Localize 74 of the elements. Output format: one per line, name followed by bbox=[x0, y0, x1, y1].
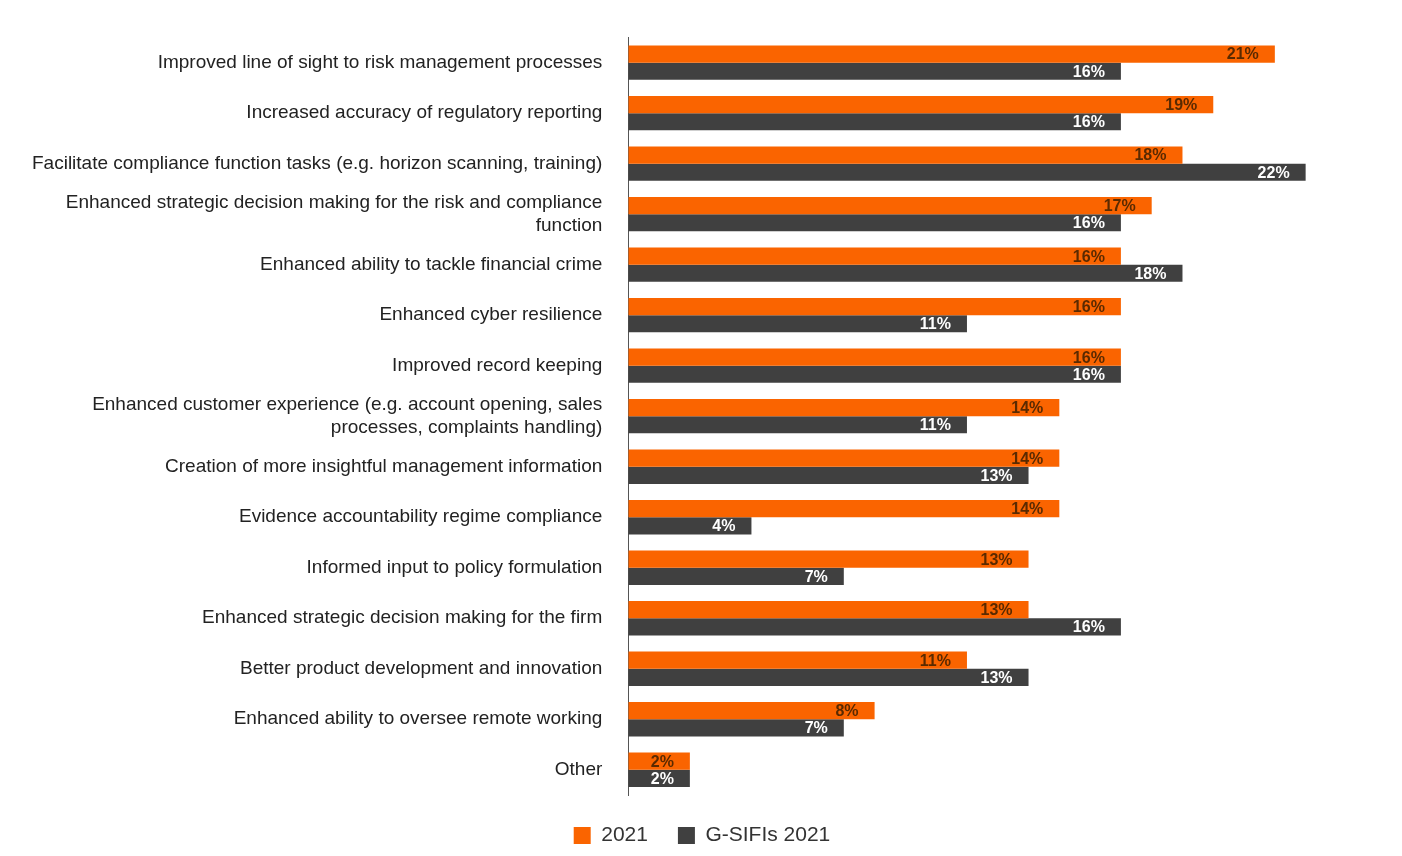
data-label: 16% bbox=[1072, 365, 1105, 383]
bar bbox=[628, 601, 1029, 619]
y-tick-label: Improved line of sight to risk management processes bbox=[157, 50, 603, 72]
data-label: 11% bbox=[919, 416, 951, 434]
bar bbox=[628, 247, 1121, 265]
bar bbox=[628, 197, 1152, 215]
bar bbox=[628, 466, 1029, 484]
bar bbox=[628, 298, 1121, 316]
bar bbox=[628, 163, 1306, 181]
bar bbox=[628, 416, 967, 434]
bar bbox=[628, 668, 1029, 686]
bar bbox=[628, 214, 1121, 232]
bar bbox=[628, 567, 844, 585]
bar bbox=[628, 550, 1029, 568]
y-tick-label: Enhanced strategic decision making for the risk and compliance function bbox=[65, 191, 603, 235]
data-label: 11% bbox=[919, 315, 951, 333]
data-label: 13% bbox=[980, 601, 1013, 619]
data-label: 16% bbox=[1072, 214, 1105, 232]
data-label: 16% bbox=[1072, 618, 1105, 636]
data-label: 18% bbox=[1134, 146, 1167, 164]
y-tick-label: Enhanced strategic decision making for the firm bbox=[202, 606, 603, 628]
bar bbox=[628, 500, 1060, 518]
data-label: 11% bbox=[919, 651, 951, 669]
data-label: 13% bbox=[980, 466, 1013, 484]
y-tick-label: Enhanced ability to oversee remote working bbox=[233, 707, 603, 729]
data-label: 16% bbox=[1072, 348, 1105, 366]
data-label: 21% bbox=[1226, 45, 1259, 63]
bar bbox=[628, 113, 1121, 131]
data-label: 7% bbox=[804, 567, 828, 585]
data-label: 2% bbox=[650, 752, 674, 770]
bar bbox=[628, 315, 967, 333]
legend-label: G-SIFIs 2021 bbox=[705, 822, 831, 846]
y-tick-label: Other bbox=[554, 757, 603, 779]
y-tick-label: Increased accuracy of regulatory reporting bbox=[246, 101, 603, 123]
y-tick-label: Informed input to policy formulation bbox=[306, 555, 603, 577]
data-label: 16% bbox=[1072, 62, 1105, 80]
data-label: 22% bbox=[1257, 163, 1290, 181]
data-label: 2% bbox=[650, 769, 674, 787]
y-tick-label: Evidence accountability regime compliance bbox=[238, 505, 603, 527]
y-tick-label: Enhanced customer experience (e.g. account opening, sales processes, complaints handling) bbox=[92, 393, 603, 437]
data-label: 16% bbox=[1072, 247, 1105, 265]
data-label: 14% bbox=[1011, 399, 1044, 417]
bar bbox=[628, 702, 875, 720]
y-tick-label: Improved record keeping bbox=[392, 353, 603, 375]
data-label: 13% bbox=[980, 550, 1013, 568]
bar bbox=[628, 95, 1214, 114]
y-tick-label: Creation of more insightful management information bbox=[165, 454, 603, 476]
data-label: 16% bbox=[1072, 113, 1105, 131]
y-tick-label: Enhanced cyber resilience bbox=[379, 303, 603, 325]
data-label: 19% bbox=[1165, 95, 1198, 113]
bar bbox=[628, 449, 1060, 467]
data-label: 16% bbox=[1072, 298, 1105, 316]
data-label: 4% bbox=[712, 517, 736, 535]
data-label: 7% bbox=[804, 719, 828, 737]
bar bbox=[628, 45, 1275, 63]
data-label: 18% bbox=[1134, 264, 1167, 282]
data-label: 17% bbox=[1103, 196, 1136, 214]
data-label: 13% bbox=[980, 668, 1013, 686]
bar bbox=[628, 348, 1121, 366]
data-label: 14% bbox=[1011, 500, 1044, 518]
y-tick-label: Better product development and innovation bbox=[239, 656, 603, 678]
bar bbox=[628, 651, 967, 669]
legend-label: 2021 bbox=[601, 822, 648, 846]
y-tick-label: Enhanced ability to tackle financial crime bbox=[260, 252, 603, 274]
bar bbox=[628, 618, 1121, 636]
bar bbox=[628, 62, 1121, 80]
bar bbox=[628, 264, 1183, 282]
bar bbox=[628, 146, 1183, 164]
data-label: 14% bbox=[1011, 449, 1044, 467]
data-label: 8% bbox=[835, 702, 859, 720]
bar bbox=[628, 365, 1121, 383]
y-tick-label: Facilitate compliance function tasks (e.g. horizon scanning, training) bbox=[31, 151, 603, 173]
bar bbox=[628, 719, 844, 737]
bar bbox=[628, 399, 1060, 417]
